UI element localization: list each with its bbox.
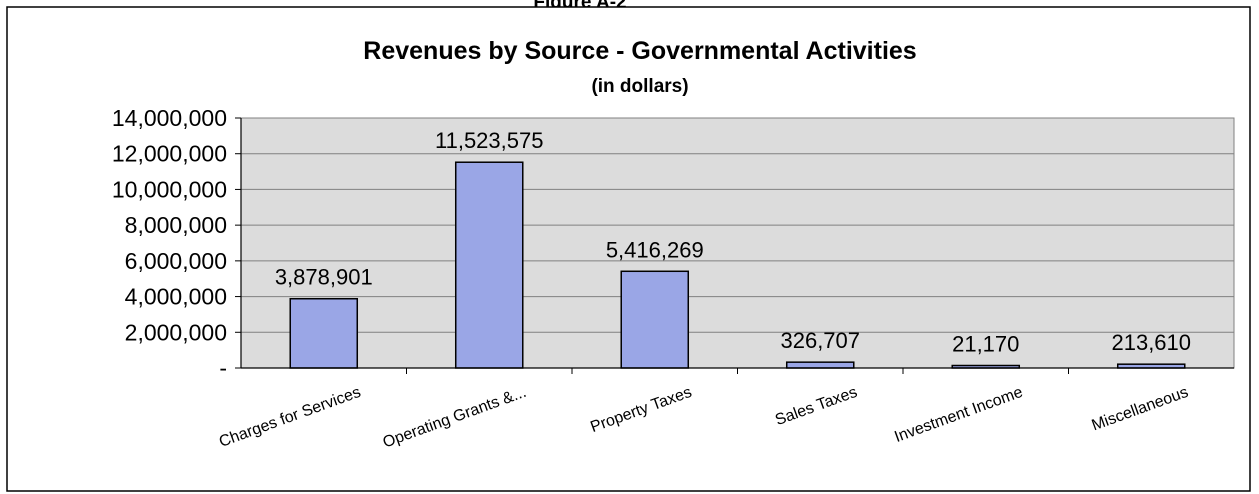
y-tick-label: 8,000,000 — [125, 212, 227, 238]
data-labels: 3,878,901 11,523,575 5,416,269 326,707 21,17… — [275, 128, 1191, 356]
bars — [289, 161, 1186, 369]
y-axis: - 2,000,000 4,000,000 6,000,000 8,000,000 10,… — [112, 105, 241, 381]
data-label: 213,610 — [1111, 330, 1191, 355]
data-label: 326,707 — [780, 328, 860, 353]
y-tick-label: 6,000,000 — [125, 248, 227, 274]
chart-title: Revenues by Source - Governmental Activi… — [363, 37, 916, 65]
y-tick-label: - — [219, 355, 227, 381]
y-tick-label: 10,000,000 — [112, 176, 227, 202]
plot-area — [240, 117, 1235, 369]
data-label: 3,878,901 — [275, 265, 373, 290]
data-label: 21,170 — [952, 332, 1019, 357]
chart-subtitle: (in dollars) — [591, 76, 688, 97]
gridlines — [241, 117, 1234, 333]
y-tick-label: 12,000,000 — [112, 141, 227, 167]
bar — [620, 270, 690, 369]
data-label: 11,523,575 — [435, 128, 543, 153]
bar — [289, 297, 359, 369]
data-label: 5,416,269 — [606, 237, 704, 262]
y-tick-label: 2,000,000 — [125, 319, 227, 345]
y-tick-label: 4,000,000 — [125, 284, 227, 310]
y-tick-label: 14,000,000 — [112, 105, 227, 131]
bar — [454, 161, 524, 369]
bar — [785, 361, 855, 369]
